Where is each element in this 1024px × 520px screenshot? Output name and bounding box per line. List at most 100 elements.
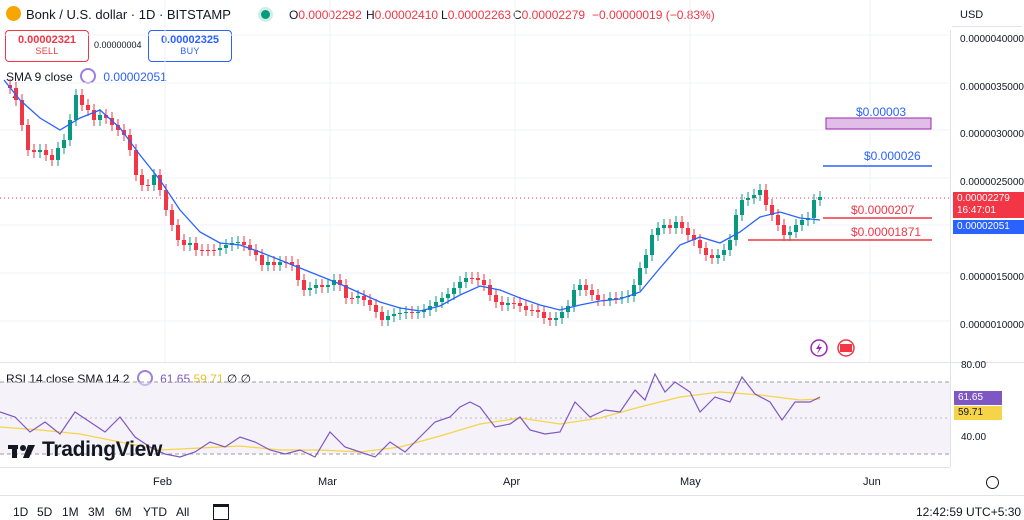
candle-body — [62, 140, 66, 148]
spread-value: 0.00000004 — [94, 40, 142, 50]
annotation-level-2: $0.000026 — [864, 149, 921, 163]
candle-body — [188, 243, 192, 245]
candle-body — [266, 262, 270, 265]
candle-body — [26, 125, 30, 150]
time-label-feb: Feb — [153, 476, 172, 488]
timeframe-6m[interactable]: 6M — [115, 505, 132, 519]
lightning-glyph-icon — [816, 343, 822, 354]
price-axis-label: 0.0000010000 — [960, 320, 1024, 331]
candle-body — [440, 298, 444, 302]
candle-body — [530, 310, 534, 311]
candle-body — [20, 100, 24, 125]
rsi-tag: 61.65 — [954, 391, 1002, 405]
currency-label: USD — [960, 9, 984, 21]
candle-body — [368, 300, 372, 305]
candle-body — [650, 235, 654, 255]
pane-divider — [0, 362, 1024, 363]
timeframe-1d[interactable]: 1D — [13, 505, 29, 519]
candle-body — [410, 312, 414, 313]
candle-body — [356, 296, 360, 298]
candle-body — [458, 282, 462, 288]
candle-body — [464, 278, 468, 282]
ohlc-close-label: C — [513, 8, 522, 22]
candle-body — [218, 248, 222, 250]
chart-settings-icon[interactable] — [986, 476, 999, 489]
chart-header: Bonk / U.S. dollar · 1D · BITSTAMP O 0.00… — [0, 0, 950, 30]
candle-body — [692, 235, 696, 240]
timeframe-5d[interactable]: 5D — [37, 505, 53, 519]
rsi-chart[interactable] — [0, 362, 950, 467]
utc-clock[interactable]: 12:42:59 UTC+5:30 — [916, 505, 1022, 519]
candle-body — [638, 268, 642, 285]
tradingview-logo-text: TradingView — [42, 438, 163, 461]
candle-body — [482, 280, 486, 285]
candle-body — [488, 285, 492, 295]
sma-price-tag: 0.00002051 — [953, 220, 1024, 234]
ohlc-high-value: 0.00002410 — [374, 8, 439, 22]
candle-body — [518, 303, 522, 306]
annotation-level-3: $0.0000207 — [851, 203, 915, 217]
sma-line — [3, 79, 821, 312]
buy-price: 0.00002325 — [160, 34, 220, 46]
candle-body — [608, 298, 612, 300]
candle-body — [722, 250, 726, 255]
candle-body — [170, 210, 174, 225]
rsi-axis[interactable]: 80.00 40.00 61.65 59.71 — [950, 360, 1024, 467]
rsi-axis-bottom: 40.00 — [961, 432, 987, 443]
timeframe-1m[interactable]: 1M — [62, 505, 79, 519]
candle-body — [56, 148, 60, 160]
sell-label: SELL — [35, 46, 59, 56]
candle-body — [302, 280, 306, 290]
candle-body — [176, 225, 180, 240]
candle-body — [434, 302, 438, 306]
candle-body — [116, 125, 120, 130]
price-axis-label: 0.0000035000 — [960, 82, 1024, 93]
candle-body — [182, 240, 186, 245]
candle-body — [350, 298, 354, 299]
candle-body — [344, 285, 348, 298]
timeframe-ytd[interactable]: YTD — [143, 505, 167, 519]
price-axis-label: 0.0000025000 — [960, 177, 1024, 188]
candle-body — [818, 197, 822, 200]
candle-body — [200, 250, 204, 251]
candle-body — [278, 262, 282, 265]
candle-body — [308, 288, 312, 290]
candle-body — [788, 232, 792, 235]
candle-body — [416, 312, 420, 313]
candle-body — [314, 285, 318, 288]
ohlc-open-label: O — [289, 8, 299, 22]
time-axis[interactable]: Feb Mar Apr May Jun — [0, 467, 950, 496]
candle-body — [740, 200, 744, 215]
candle-body — [620, 297, 624, 298]
timeframe-all[interactable]: All — [176, 505, 190, 519]
ohlc-low-label: L — [441, 8, 448, 22]
candle-body — [374, 305, 378, 312]
candle-body — [776, 215, 780, 225]
price-chart[interactable]: $0.00003 $0.000026 $0.0000207 $0.00001871 — [0, 0, 950, 362]
candle-body — [542, 312, 546, 318]
candle-body — [758, 190, 762, 195]
flag-glyph-icon — [840, 344, 852, 352]
timeframe-3m[interactable]: 3M — [88, 505, 105, 519]
candle-body — [644, 255, 648, 268]
candle-body — [494, 295, 498, 302]
ohlc-close-value: 0.00002279 — [521, 8, 586, 22]
candle-body — [524, 306, 528, 310]
candle-body — [680, 222, 684, 228]
candle-body — [194, 243, 198, 250]
ohlc-low: L0.00002263 — [441, 8, 511, 22]
ohlc-low-value: 0.00002263 — [447, 8, 512, 22]
sell-price: 0.00002321 — [17, 34, 77, 46]
date-range-calendar-icon[interactable] — [213, 504, 229, 520]
candle-body — [362, 296, 366, 300]
symbol-title[interactable]: Bonk / U.S. dollar · 1D · BITSTAMP — [26, 7, 231, 22]
ohlc-close: C0.00002279 — [513, 8, 585, 22]
candle-body — [386, 316, 390, 320]
candle-body — [140, 175, 144, 185]
candle-body — [632, 285, 636, 296]
candle-body — [710, 255, 714, 258]
candle-body — [764, 190, 768, 205]
currency-select[interactable]: USD — [952, 4, 1022, 27]
candle-body — [446, 294, 450, 298]
candle-body — [80, 95, 84, 105]
